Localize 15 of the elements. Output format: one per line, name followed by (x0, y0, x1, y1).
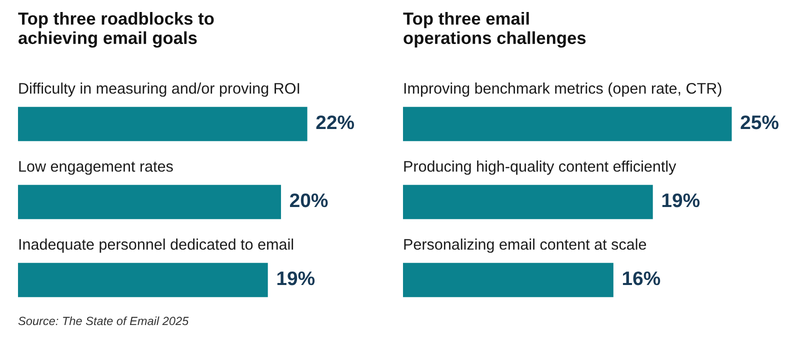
category-label: Personalizing email content at scale (404, 238, 646, 253)
data-label: 16% (622, 271, 660, 286)
data-label: 19% (662, 193, 700, 208)
category-label: Producing high-quality content efficiently (404, 160, 676, 175)
source-note: Source: The State of Email 2025 (18, 316, 189, 326)
chart-title: Top three email operations challenges (403, 12, 586, 48)
category-label: Difficulty in measuring and/or proving ROI (19, 82, 300, 97)
category-label: Inadequate personnel dedicated to email (19, 238, 294, 253)
data-label: 22% (316, 115, 354, 130)
data-label: 19% (277, 271, 315, 286)
category-label: Low engagement rates (19, 161, 173, 175)
chart-title: Top three roadblocks to achieving email goals (18, 12, 214, 48)
data-label: 20% (290, 193, 328, 208)
category-label: Improving benchmark metrics (open rate, CTR) (404, 82, 722, 97)
data-label: 25% (740, 115, 778, 130)
